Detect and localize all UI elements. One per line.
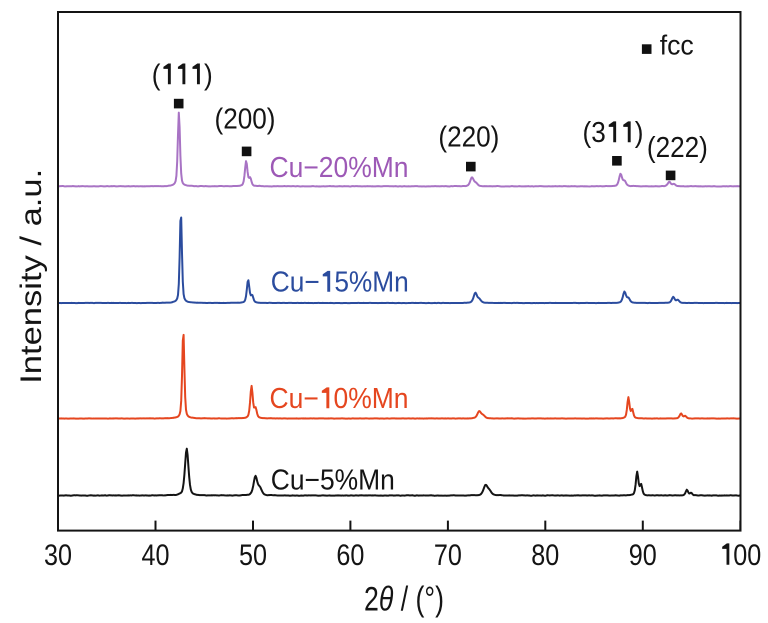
svg-text:Intensity / a.u.: Intensity / a.u. [15, 169, 48, 384]
svg-text:90: 90 [629, 539, 657, 572]
svg-text:5%Mn: 5%Mn [334, 266, 408, 298]
svg-text:Cu−: Cu− [270, 382, 319, 414]
svg-text:): ) [204, 58, 213, 91]
svg-text:2θ / (°): 2θ / (°) [364, 581, 444, 619]
svg-text:Cu−20%Mn: Cu−20%Mn [270, 152, 409, 184]
svg-text:(: ( [152, 58, 161, 91]
svg-text:0%Mn: 0%Mn [334, 382, 409, 414]
svg-text:fcc: fcc [660, 30, 694, 61]
svg-text:Cu−: Cu− [271, 266, 320, 298]
svg-text:00: 00 [733, 538, 761, 572]
svg-text:50: 50 [239, 539, 267, 572]
svg-text:(200): (200) [215, 103, 276, 135]
svg-text:30: 30 [44, 539, 72, 572]
svg-text:(220): (220) [438, 122, 499, 154]
svg-text:60: 60 [336, 539, 364, 572]
svg-text:(222): (222) [647, 132, 708, 164]
svg-text:): ) [635, 116, 644, 149]
svg-text:80: 80 [531, 539, 559, 572]
svg-text:Cu−5%Mn: Cu−5%Mn [271, 465, 395, 497]
svg-text:40: 40 [142, 539, 170, 572]
svg-text:(3: (3 [583, 116, 606, 149]
svg-text:70: 70 [434, 539, 462, 572]
